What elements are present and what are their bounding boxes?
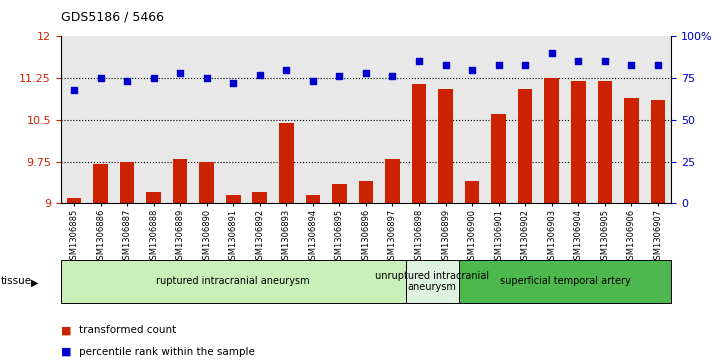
Bar (438, 89, 453, 203)
Point (493, 62, 504, 68)
Point (573, 58, 584, 64)
Bar (459, 260, 671, 303)
Bar (518, 89, 533, 203)
Bar (358, 181, 373, 203)
Point (520, 62, 531, 68)
Bar (412, 83, 426, 203)
Text: tissue: tissue (1, 276, 32, 286)
Point (228, 80, 239, 86)
Bar (146, 192, 161, 203)
Text: percentile rank within the sample: percentile rank within the sample (79, 347, 254, 357)
Text: superficial temporal artery: superficial temporal artery (500, 276, 630, 286)
Bar (226, 195, 241, 203)
Point (307, 78, 318, 84)
Point (333, 73, 345, 79)
Bar (624, 98, 638, 203)
Bar (66, 198, 81, 203)
Point (387, 73, 398, 79)
Bar (199, 162, 214, 203)
Point (440, 62, 451, 68)
Point (413, 58, 425, 64)
Text: ■: ■ (61, 325, 71, 335)
Point (599, 58, 610, 64)
Bar (406, 260, 459, 303)
Point (466, 67, 478, 73)
Bar (94, 164, 108, 203)
Bar (544, 78, 559, 203)
Point (625, 62, 637, 68)
Text: ■: ■ (61, 347, 71, 357)
Bar (598, 81, 612, 203)
Bar (306, 195, 320, 203)
Bar (650, 100, 665, 203)
Point (281, 67, 292, 73)
Point (95, 75, 106, 81)
Text: unruptured intracranial
aneurysm: unruptured intracranial aneurysm (376, 270, 489, 292)
Bar (465, 181, 479, 203)
Bar (332, 184, 347, 203)
Text: ▶: ▶ (31, 278, 39, 288)
Point (652, 62, 663, 68)
Bar (253, 192, 267, 203)
Bar (120, 162, 134, 203)
Point (201, 75, 212, 81)
Bar (61, 260, 406, 303)
Point (121, 78, 133, 84)
Bar (571, 81, 585, 203)
Point (174, 70, 186, 76)
Point (148, 75, 159, 81)
Point (546, 50, 558, 56)
Text: ruptured intracranial aneurysm: ruptured intracranial aneurysm (156, 276, 310, 286)
Point (360, 70, 371, 76)
Bar (279, 123, 293, 203)
Bar (491, 114, 506, 203)
Bar (385, 159, 400, 203)
Text: transformed count: transformed count (79, 325, 176, 335)
Bar (173, 159, 188, 203)
Point (69, 87, 80, 93)
Point (254, 72, 266, 78)
Text: GDS5186 / 5466: GDS5186 / 5466 (61, 11, 164, 24)
